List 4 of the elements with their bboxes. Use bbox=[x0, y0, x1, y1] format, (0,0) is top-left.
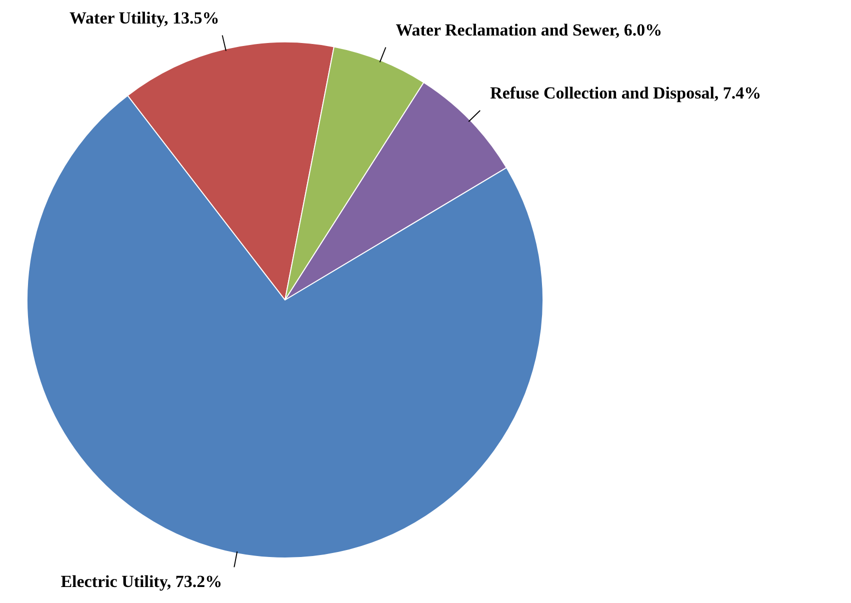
slice-label: Refuse Collection and Disposal, 7.4% bbox=[490, 83, 762, 102]
slice-label: Water Utility, 13.5% bbox=[69, 8, 220, 28]
slice-label: Water Reclamation and Sewer, 6.0% bbox=[396, 20, 662, 40]
slice-label: Electric Utility, 73.2% bbox=[60, 572, 222, 592]
